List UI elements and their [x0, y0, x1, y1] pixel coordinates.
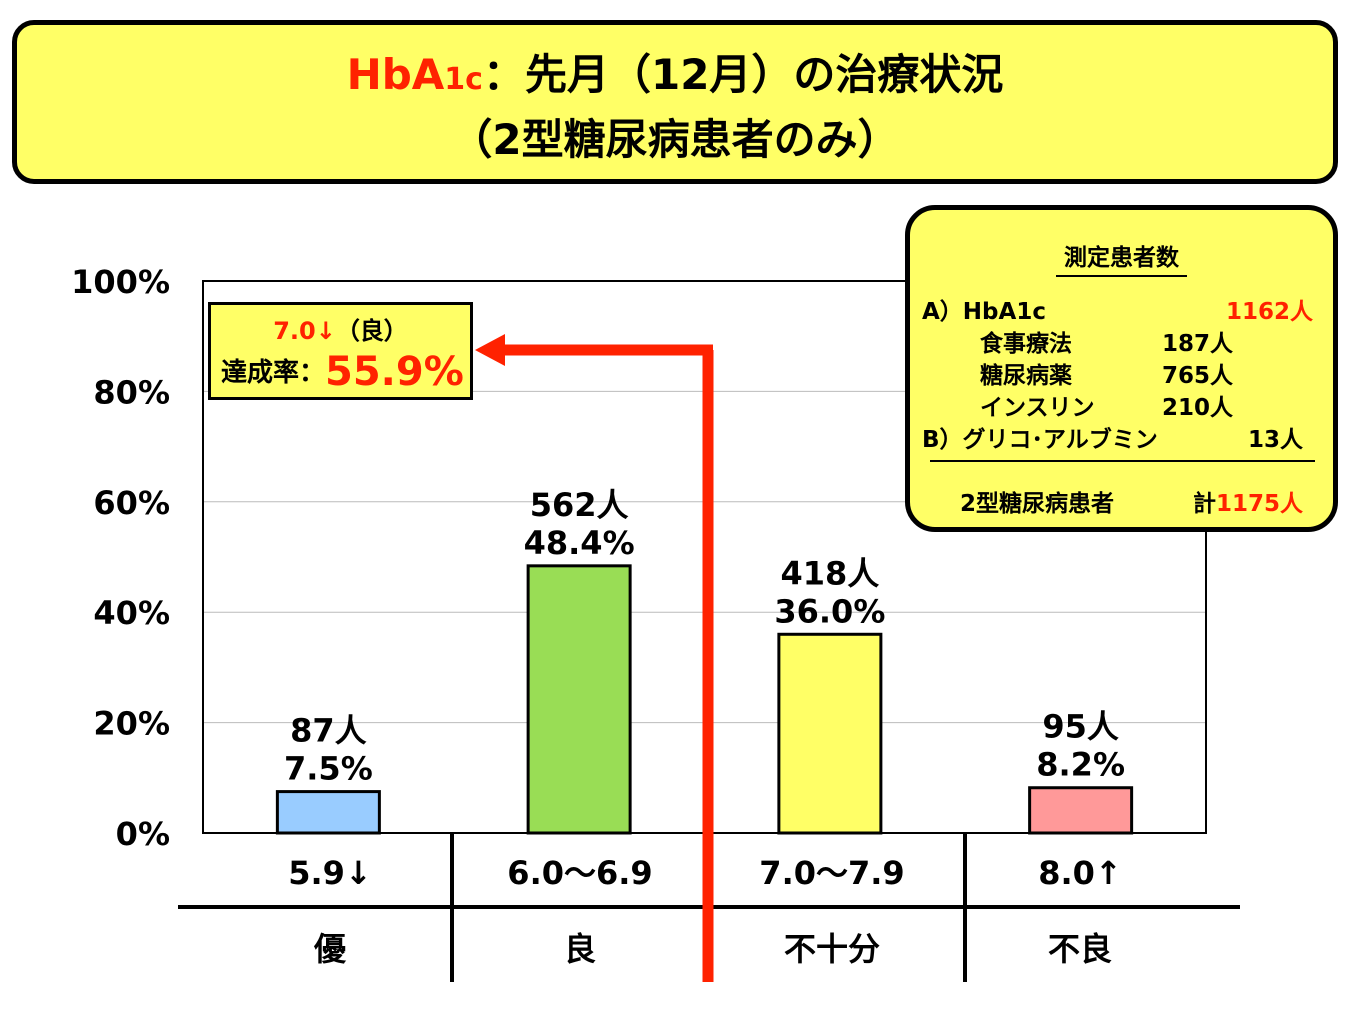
total-prefix: 計 — [1192, 491, 1216, 517]
row-diet-value: 187人 — [1162, 331, 1234, 357]
title-hba1c-sub: 1c — [444, 62, 483, 97]
title-hba1c: HbA — [346, 50, 445, 99]
row-insulin-label: インスリン — [980, 395, 1095, 421]
divider — [930, 460, 1315, 462]
bar — [275, 790, 381, 835]
category-label: 5.9↓ — [288, 854, 372, 892]
row-glycoalbumin-value: 13人 — [1247, 427, 1303, 453]
bar-value-label: 36.0% — [774, 592, 885, 630]
y-tick-label: 0% — [116, 815, 170, 853]
bar — [1028, 786, 1134, 835]
bar-value-label: 7.5% — [284, 750, 373, 788]
row-drug-value: 765人 — [1162, 363, 1234, 389]
row-drug-label: 糖尿病薬 — [980, 363, 1072, 389]
grade-label: 不十分 — [784, 930, 880, 968]
red-arrow — [475, 334, 714, 982]
total-label: 2型糖尿病患者 — [960, 491, 1115, 517]
total-value: 1175人 — [1215, 491, 1303, 517]
y-axis: 0% 20% 40% 60% 80% 100% — [71, 263, 170, 853]
patient-count-header: 測定患者数 — [1056, 245, 1187, 277]
row-insulin-value: 210人 — [1162, 395, 1234, 421]
row-hba1c-label: A）HbA1c — [922, 299, 1046, 325]
title-banner: HbA1c：先月（12月）の治療状況 （2型糖尿病患者のみ） — [12, 20, 1338, 184]
title-main: ：先月（12月）の治療状況 — [482, 50, 1004, 99]
bar-count-label: 562人 — [530, 486, 629, 524]
y-tick-label: 20% — [93, 705, 170, 743]
bar-count-label: 95人 — [1042, 708, 1119, 746]
grade-label: 良 — [564, 930, 596, 968]
grade-label: 優 — [313, 930, 347, 968]
achievement-grade: （良） — [335, 317, 408, 345]
page-title: HbA1c：先月（12月）の治療状況 — [17, 45, 1333, 110]
bar-value-label: 48.4% — [524, 524, 635, 562]
y-tick-label: 100% — [71, 263, 170, 301]
row-hba1c-value: 1162人 — [1225, 299, 1313, 325]
bar-count-label: 87人 — [290, 712, 367, 750]
grade-label: 不良 — [1048, 930, 1112, 968]
category-label: 8.0↑ — [1038, 854, 1122, 892]
bar-count-label: 418人 — [780, 554, 879, 592]
achievement-value: 55.9% — [325, 349, 464, 395]
patient-count-box: 測定患者数 A）HbA1c 1162人 食事療法 187人 糖尿病薬 765人 … — [905, 205, 1338, 532]
bar-value-label: 8.2% — [1036, 746, 1125, 784]
achievement-label: 達成率： — [221, 358, 326, 388]
category-label: 6.0～6.9 — [507, 854, 652, 892]
category-label: 7.0～7.9 — [759, 854, 904, 892]
achievement-threshold: 7.0↓ — [273, 317, 336, 345]
y-tick-label: 60% — [93, 484, 170, 522]
category-table: 5.9↓ 6.0～6.9 7.0～7.9 8.0↑ 優 良 不十分 不良 — [178, 833, 1240, 982]
row-diet-label: 食事療法 — [980, 331, 1072, 357]
y-tick-label: 80% — [93, 373, 170, 411]
y-tick-label: 40% — [93, 594, 170, 632]
page-subtitle: （2型糖尿病患者のみ） — [450, 115, 900, 164]
arrow-head — [475, 334, 505, 366]
bar — [526, 564, 632, 835]
achievement-box: 7.0↓（良） 達成率：55.9% — [208, 302, 473, 400]
row-glycoalbumin-label: B）グリコ･アルブミン — [922, 427, 1158, 453]
bar — [777, 632, 883, 835]
